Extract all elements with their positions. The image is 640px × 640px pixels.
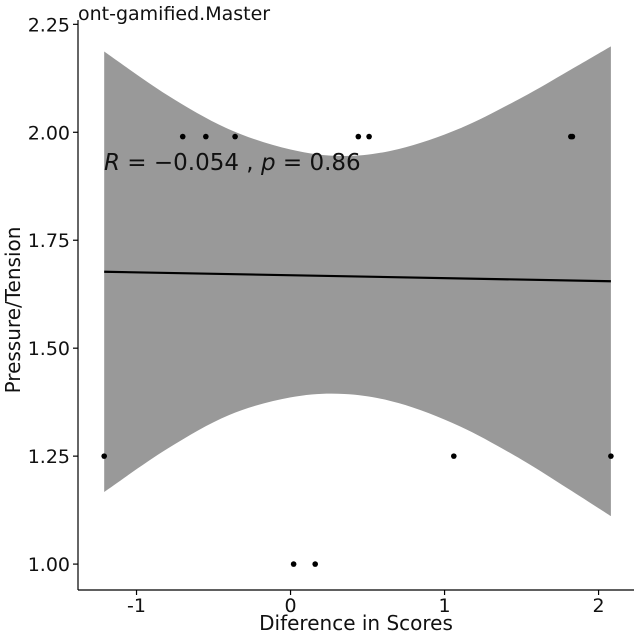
p-label: p [260, 150, 276, 176]
x-axis-label: Diference in Scores [259, 611, 453, 635]
x-tick-label: 0 [284, 595, 296, 617]
x-axis-ticks: -1 0 1 2 [127, 590, 605, 617]
x-tick-label: -1 [127, 595, 146, 617]
x-tick-label: 2 [593, 595, 605, 617]
data-point [569, 133, 576, 140]
y-tick-label: 1.00 [28, 554, 70, 576]
x-tick-label: 1 [439, 595, 451, 617]
regression-line [104, 270, 611, 283]
y-tick-label: 1.50 [28, 338, 70, 360]
y-axis-ticks: 1.00 1.25 1.50 1.75 2.00 2.25 [28, 14, 78, 576]
plot-area [101, 46, 614, 567]
chart-title: ont-gamified.Master [78, 3, 270, 25]
data-point [179, 133, 186, 140]
data-point [608, 453, 614, 459]
y-tick-label: 1.75 [28, 230, 70, 252]
y-axis-label: Pressure/Tension [1, 227, 25, 394]
r-value: = −0.054 , [120, 150, 261, 176]
data-point [451, 453, 457, 459]
y-tick-label: 2.25 [28, 14, 70, 36]
data-point [366, 133, 372, 140]
correlation-annotation: R = −0.054 , p = 0.86 [104, 150, 361, 176]
data-point [101, 453, 107, 459]
data-point [312, 561, 318, 567]
p-value: = 0.86 [276, 150, 361, 176]
r-label: R [104, 150, 120, 176]
confidence-band [104, 46, 611, 517]
data-point [355, 133, 362, 140]
data-point [232, 133, 238, 140]
data-point [290, 561, 297, 567]
data-point [203, 133, 209, 140]
y-tick-label: 1.25 [28, 446, 70, 468]
y-tick-label: 2.00 [28, 122, 70, 144]
